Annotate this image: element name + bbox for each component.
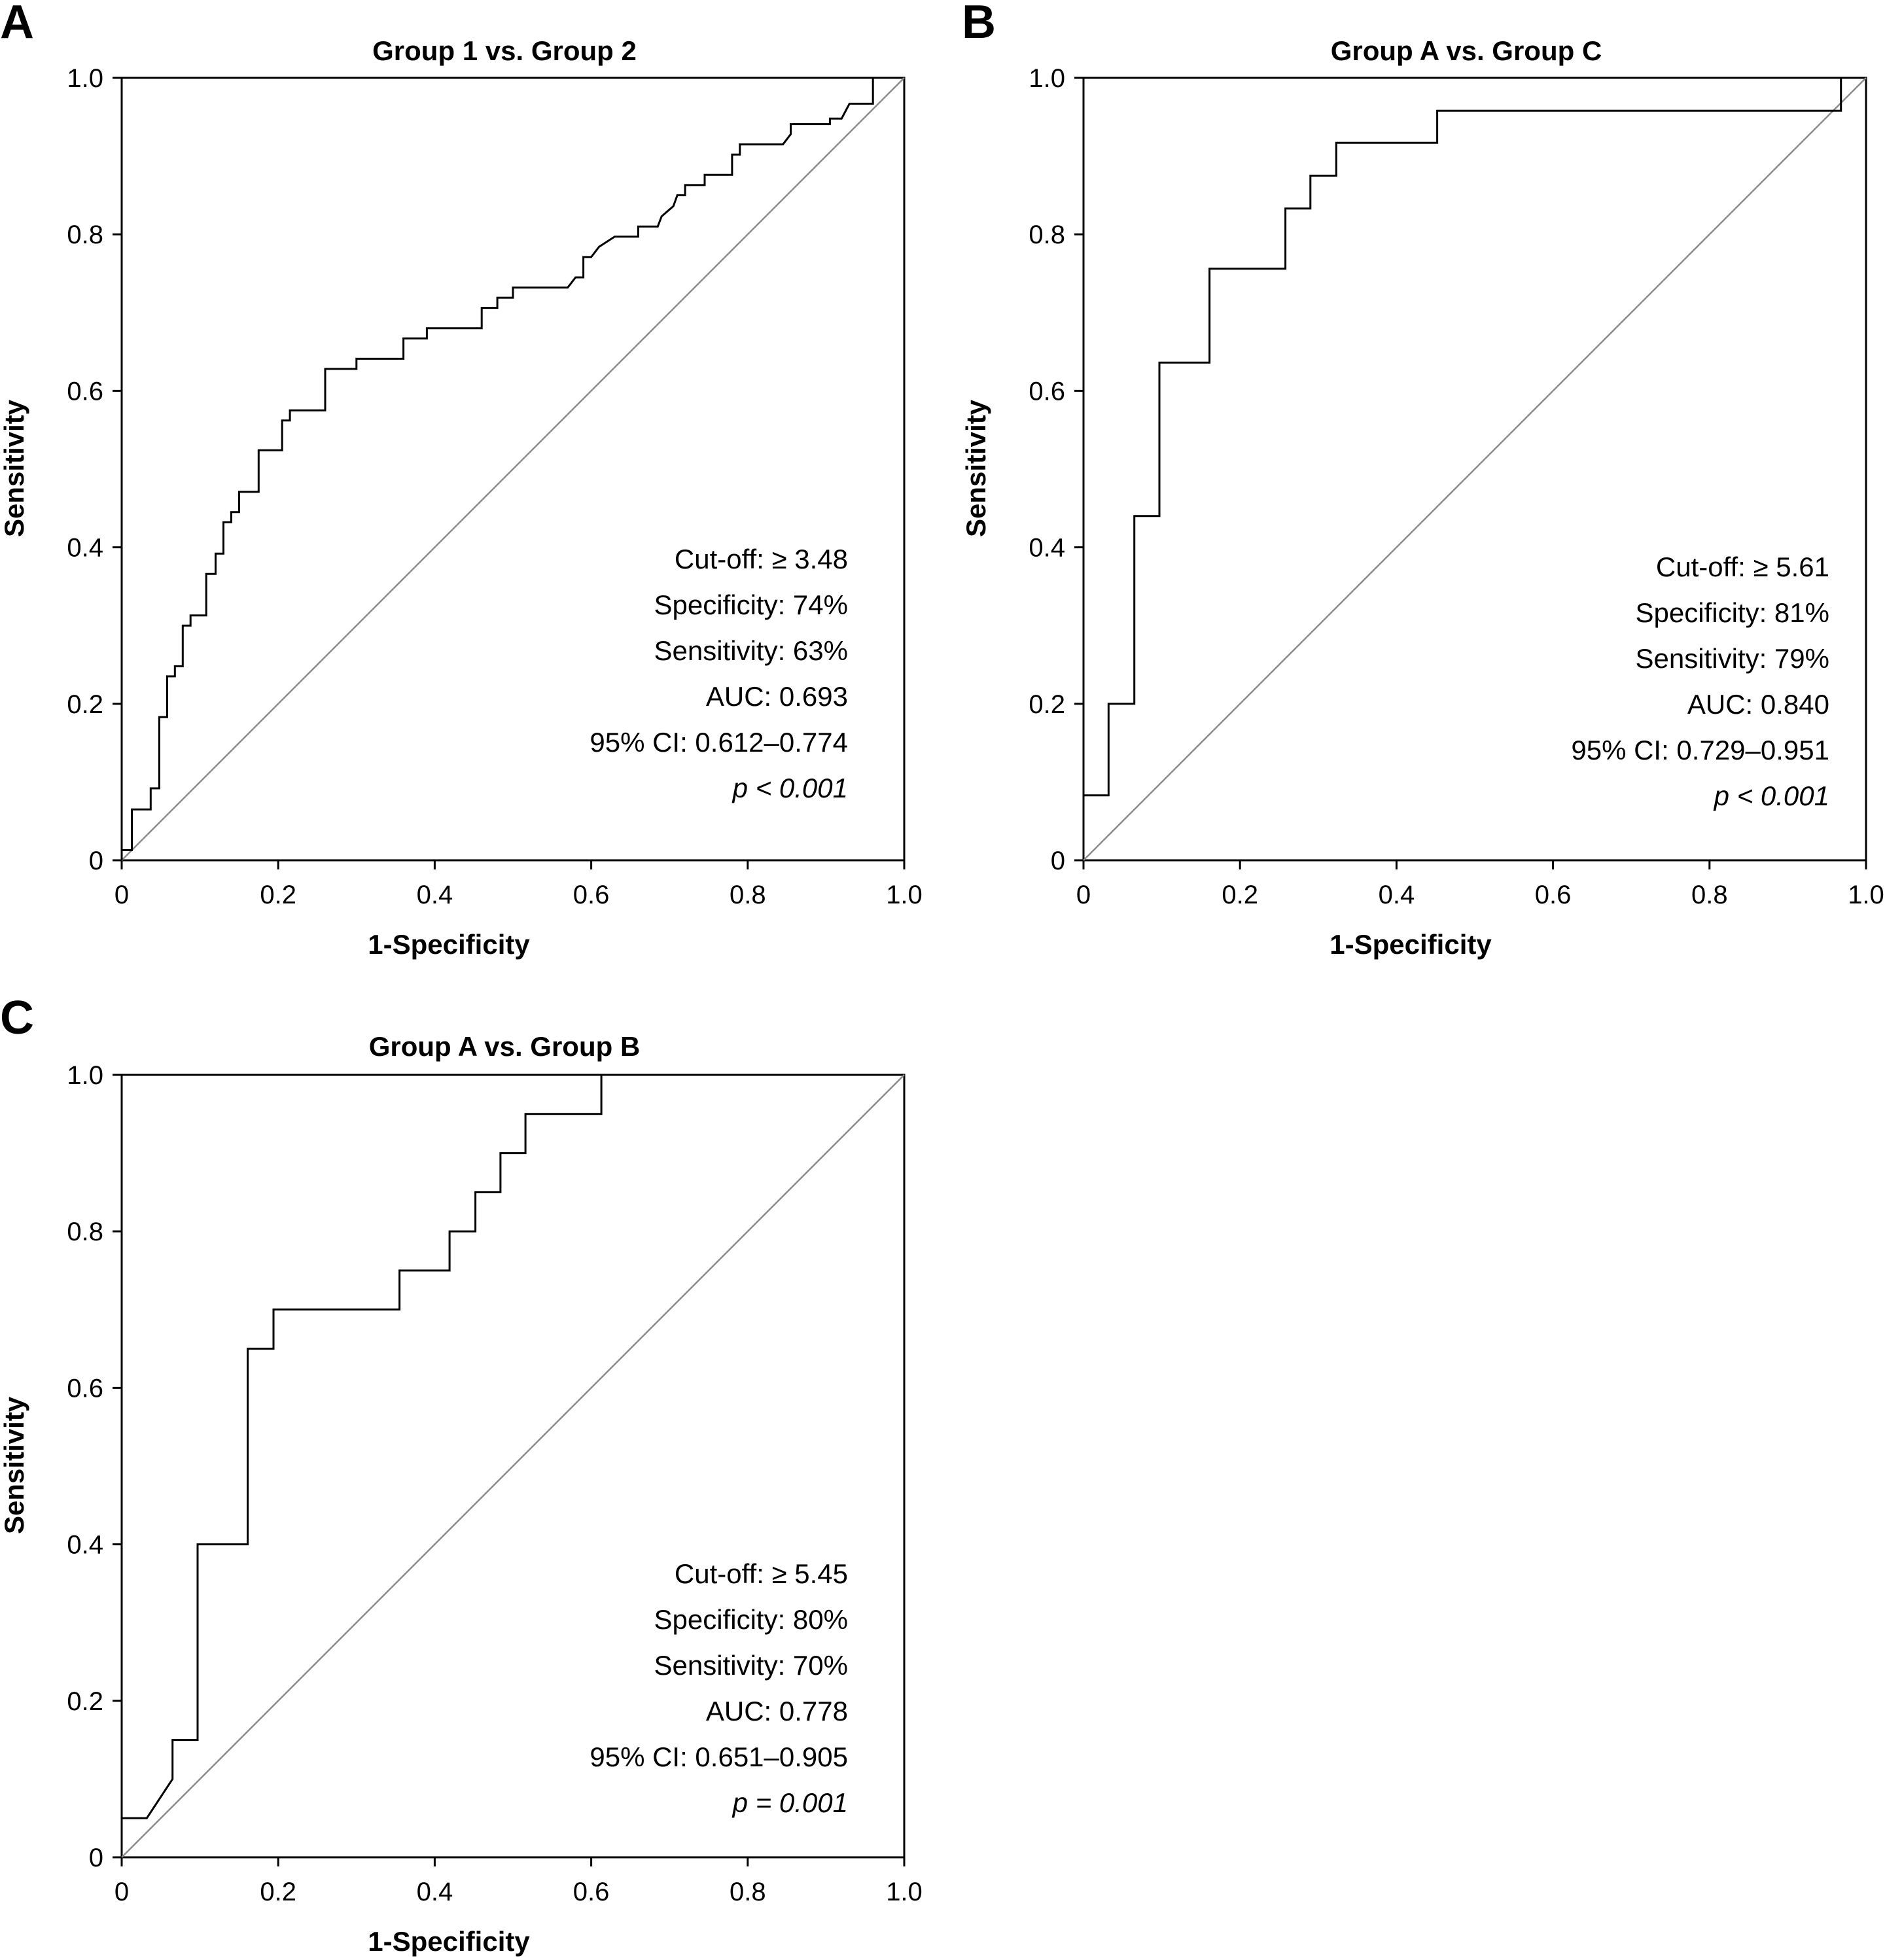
panel-b-ticks: 0 0.2 0.4 0.6 0.8 1.0 0 0.2 0.4 0.6 0.8 1.0 — [1029, 64, 1884, 909]
panel-c-ticks: 0 0.2 0.4 0.6 0.8 1.0 0 0.2 0.4 0.6 0.8 1.0 — [67, 1061, 922, 1906]
panel-c-y-tick-label: 0.4 — [67, 1531, 103, 1560]
panel-b-annotation: 95% CI: 0.729–0.951 — [1571, 735, 1829, 765]
panel-c-annotation: p = 0.001 — [731, 1787, 848, 1818]
panel-a-title: Group 1 vs. Group 2 — [372, 35, 637, 66]
panel-c-y-tick-label: 1.0 — [67, 1061, 103, 1090]
panel-c-x-tick-label: 0.6 — [573, 1878, 610, 1906]
panel-c-annotation: Specificity: 80% — [654, 1604, 848, 1635]
panel-b-y-tick-label: 0.8 — [1029, 220, 1065, 249]
panel-c: C Group A vs. Group B 1-Specificity Sens… — [0, 992, 923, 1957]
panel-b-annotations: Cut-off: ≥ 5.61 Specificity: 81% Sensiti… — [1571, 551, 1829, 811]
panel-a-plot-frame — [120, 77, 906, 862]
panel-a-x-tick-label: 0.8 — [730, 881, 766, 909]
panel-a-y-tick-label: 1.0 — [67, 64, 103, 93]
panel-c-annotation: 95% CI: 0.651–0.905 — [590, 1741, 848, 1772]
panel-a-y-tick-label: 0.8 — [67, 220, 103, 249]
panel-a-annotation: Cut-off: ≥ 3.48 — [675, 544, 848, 574]
panel-b-y-tick-label: 0 — [1051, 847, 1065, 875]
panel-c-y-tick-label: 0.8 — [67, 1217, 103, 1246]
panel-a-annotations: Cut-off: ≥ 3.48 Specificity: 74% Sensiti… — [590, 544, 848, 803]
panel-b-annotation: Specificity: 81% — [1636, 597, 1829, 628]
panel-b: B Group A vs. Group C 1-Specificity Sens… — [960, 0, 1884, 960]
panel-a-annotation: Specificity: 74% — [654, 589, 848, 620]
panel-c-y-tick-label: 0.6 — [67, 1374, 103, 1403]
panel-c-title: Group A vs. Group B — [369, 1031, 641, 1062]
panel-b-y-tick-label: 0.4 — [1029, 534, 1065, 563]
panel-c-roc-curve — [122, 1075, 603, 1819]
panel-b-annotation: p < 0.001 — [1713, 780, 1829, 811]
panel-a-annotation: AUC: 0.693 — [706, 681, 848, 712]
panel-b-title: Group A vs. Group C — [1331, 35, 1602, 66]
panel-a-x-tick-label: 0.2 — [260, 881, 296, 909]
panel-b-x-tick-label: 0.6 — [1535, 881, 1572, 909]
panel-c-annotations: Cut-off: ≥ 5.45 Specificity: 80% Sensiti… — [590, 1558, 848, 1818]
panel-b-annotation: AUC: 0.840 — [1687, 689, 1829, 720]
panel-b-x-tick-label: 0.4 — [1379, 881, 1415, 909]
panel-a-reference-line — [121, 77, 905, 861]
panel-a-x-tick-label: 0.4 — [417, 881, 453, 909]
panel-a-y-tick-label: 0 — [89, 847, 103, 875]
panel-a-roc-curve — [120, 78, 874, 860]
panel-b-y-tick-label: 0.6 — [1029, 377, 1065, 406]
panel-c-annotation: AUC: 0.778 — [706, 1696, 848, 1726]
panel-a-annotation: 95% CI: 0.612–0.774 — [590, 727, 848, 758]
panel-b-y-tick-label: 0.2 — [1029, 690, 1065, 719]
panel-a-y-tick-label: 0.4 — [67, 534, 103, 563]
panel-b-y-axis-label: Sensitivity — [960, 399, 991, 537]
panel-a-x-tick-label: 1.0 — [886, 881, 923, 909]
panel-a-y-tick-label: 0.6 — [67, 377, 103, 406]
panel-c-annotation: Cut-off: ≥ 5.45 — [675, 1558, 848, 1589]
panel-b-x-tick-label: 0 — [1076, 881, 1091, 909]
panel-b-reference-line — [1083, 77, 1867, 861]
panel-c-y-tick-label: 0.2 — [67, 1687, 103, 1716]
panel-b-annotation: Cut-off: ≥ 5.61 — [1656, 551, 1829, 582]
panel-c-y-axis-label: Sensitivity — [0, 1396, 29, 1534]
panel-c-x-axis-label: 1-Specificity — [368, 1926, 530, 1957]
panel-b-x-axis-label: 1-Specificity — [1330, 929, 1492, 960]
panel-b-x-tick-label: 1.0 — [1848, 881, 1884, 909]
panel-a: A Group 1 vs. Group 2 1-Specificity Sens… — [0, 0, 923, 960]
panel-a-ticks: 0 0.2 0.4 0.6 0.8 1.0 0 0.2 0.4 0.6 0.8 1.0 — [67, 64, 922, 909]
panel-c-plot-frame — [120, 1074, 906, 1859]
panel-a-annotation: Sensitivity: 63% — [654, 635, 848, 666]
panel-a-annotation: p < 0.001 — [731, 773, 848, 803]
panel-b-plot-frame — [1082, 77, 1867, 862]
panel-c-x-tick-label: 0.8 — [730, 1878, 766, 1906]
panel-a-x-tick-label: 0 — [115, 881, 129, 909]
panel-a-y-axis-label: Sensitivity — [0, 399, 29, 537]
panel-c-reference-line — [121, 1074, 905, 1858]
panel-c-x-tick-label: 0.2 — [260, 1878, 296, 1906]
panel-letter-a: A — [0, 0, 34, 48]
panel-c-y-tick-label: 0 — [89, 1844, 103, 1872]
panel-a-x-tick-label: 0.6 — [573, 881, 610, 909]
panel-c-x-tick-label: 0.4 — [417, 1878, 453, 1906]
panel-c-annotation: Sensitivity: 70% — [654, 1650, 848, 1681]
panel-b-x-tick-label: 0.8 — [1691, 881, 1728, 909]
panel-b-y-tick-label: 1.0 — [1029, 64, 1065, 93]
panel-b-annotation: Sensitivity: 79% — [1636, 643, 1829, 674]
panel-b-roc-curve — [1083, 78, 1842, 797]
panel-letter-b: B — [962, 0, 996, 48]
panel-letter-c: C — [0, 992, 34, 1044]
panel-a-y-tick-label: 0.2 — [67, 690, 103, 719]
panel-b-x-tick-label: 0.2 — [1222, 881, 1258, 909]
panel-c-x-tick-label: 0 — [115, 1878, 129, 1906]
panel-c-x-tick-label: 1.0 — [886, 1878, 923, 1906]
panel-a-x-axis-label: 1-Specificity — [368, 929, 530, 960]
